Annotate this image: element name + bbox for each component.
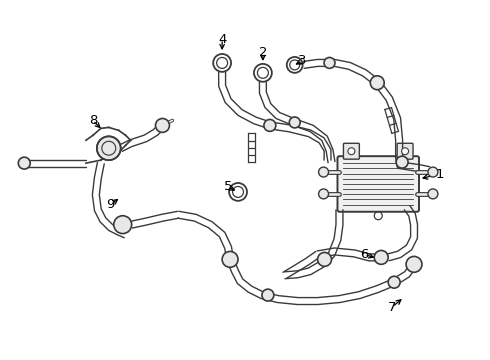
FancyBboxPatch shape (343, 143, 359, 159)
Circle shape (262, 289, 274, 301)
Text: 4: 4 (218, 33, 226, 46)
Circle shape (264, 120, 276, 131)
Text: 9: 9 (107, 198, 115, 211)
Circle shape (370, 76, 384, 90)
Text: 8: 8 (89, 114, 97, 127)
Circle shape (155, 118, 170, 132)
Circle shape (289, 117, 300, 128)
Circle shape (114, 216, 132, 234)
Circle shape (318, 167, 328, 177)
Circle shape (388, 276, 400, 288)
Text: 6: 6 (360, 248, 368, 261)
Circle shape (318, 252, 332, 266)
Circle shape (324, 58, 335, 68)
Circle shape (97, 136, 121, 160)
Circle shape (428, 167, 438, 177)
Circle shape (18, 157, 30, 169)
Text: 1: 1 (436, 167, 444, 181)
FancyBboxPatch shape (397, 143, 413, 159)
Text: 5: 5 (224, 180, 232, 193)
Circle shape (348, 148, 355, 155)
Text: 3: 3 (298, 54, 307, 67)
Circle shape (402, 148, 409, 155)
Text: 2: 2 (259, 46, 267, 59)
Circle shape (428, 189, 438, 199)
Circle shape (374, 251, 388, 264)
FancyBboxPatch shape (338, 156, 419, 212)
Text: 7: 7 (388, 301, 396, 314)
Circle shape (222, 251, 238, 267)
Circle shape (406, 256, 422, 272)
Circle shape (396, 156, 408, 168)
Circle shape (318, 189, 328, 199)
